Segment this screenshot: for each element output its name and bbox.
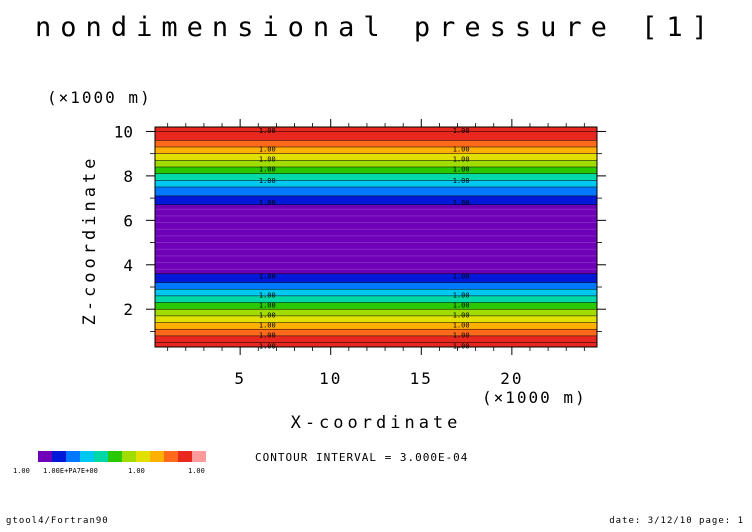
contour-label: 1.00 (259, 177, 276, 185)
color-band (155, 315, 597, 323)
color-band (155, 335, 597, 347)
color-band (155, 302, 597, 310)
legend-swatch (122, 451, 136, 462)
color-band (155, 187, 597, 196)
contour-label: 1.00 (453, 146, 470, 154)
legend-swatch (164, 451, 178, 462)
color-band (155, 204, 597, 274)
color-band (155, 282, 597, 290)
contour-label: 1.00 (453, 311, 470, 319)
color-band (155, 180, 597, 187)
legend-swatch (136, 451, 150, 462)
y-axis-label: Z-coordinate (80, 154, 100, 326)
color-band (155, 273, 597, 283)
legend-swatch (38, 451, 52, 462)
x-tick-label: 10 (319, 369, 342, 388)
contour-label: 1.00 (259, 331, 276, 339)
contour-label: 1.00 (259, 272, 276, 280)
contour-label: 1.00 (259, 291, 276, 299)
color-band (155, 309, 597, 316)
x-tick-label: 20 (500, 369, 523, 388)
contour-label: 1.00 (453, 342, 470, 350)
color-band (155, 322, 597, 330)
contour-label: 1.00 (453, 291, 470, 299)
contour-label: 1.00 (259, 156, 276, 164)
legend-label: 1.00 (128, 467, 145, 475)
legend-label-overlap: 1.00E+PA7E+00 (43, 467, 98, 475)
legend-swatch (80, 451, 94, 462)
contour-label: 1.00 (453, 177, 470, 185)
x-axis-unit: (×1000 m) (482, 388, 587, 407)
y-tick-label: 2 (123, 300, 133, 319)
contour-label: 1.00 (453, 127, 470, 135)
legend-swatch (94, 451, 108, 462)
contour-label: 1.00 (453, 272, 470, 280)
color-band (155, 329, 597, 336)
color-band (155, 289, 597, 296)
x-tick-label: 15 (410, 369, 433, 388)
contour-label: 1.00 (259, 199, 276, 207)
contour-label: 1.00 (453, 301, 470, 309)
legend-swatch (66, 451, 80, 462)
footer-right: date: 3/12/10 page: 1 (609, 516, 744, 526)
contour-label: 1.00 (259, 342, 276, 350)
contour-label: 1.00 (453, 199, 470, 207)
color-band (155, 173, 597, 181)
contour-label: 1.00 (453, 321, 470, 329)
x-tick-label: 5 (234, 369, 246, 388)
y-tick-label: 4 (123, 256, 133, 275)
chart-title: nondimensional pressure [1] (35, 12, 717, 43)
contour-label: 1.00 (259, 127, 276, 135)
legend-swatch (52, 451, 66, 462)
y-tick-label: 6 (123, 211, 133, 230)
y-tick-label: 10 (114, 122, 133, 141)
contour-label: 1.00 (259, 146, 276, 154)
y-tick-label: 8 (123, 167, 133, 186)
legend-label: 1.00 (13, 467, 30, 475)
color-band (155, 195, 597, 205)
plot-frame (154, 126, 598, 348)
contour-label: 1.00 (259, 301, 276, 309)
y-axis-unit: (×1000 m) (47, 88, 152, 107)
color-band (155, 127, 597, 141)
color-band (155, 295, 597, 303)
legend-swatch (108, 451, 122, 462)
color-band (155, 140, 597, 147)
legend-label: 1.00 (188, 467, 205, 475)
color-band (155, 153, 597, 161)
x-axis-label: X-coordinate (290, 413, 462, 433)
contour-label: 1.00 (259, 166, 276, 174)
legend-swatch (150, 451, 164, 462)
color-band (155, 167, 597, 174)
legend-swatch (178, 451, 192, 462)
color-band (155, 147, 597, 154)
contour-interval-note: CONTOUR INTERVAL = 3.000E-04 (255, 451, 469, 464)
legend-swatch (192, 451, 206, 462)
contour-label: 1.00 (453, 156, 470, 164)
footer-left: gtool4/Fortran90 (6, 516, 109, 526)
contour-label: 1.00 (259, 311, 276, 319)
contour-label: 1.00 (259, 321, 276, 329)
contour-label: 1.00 (453, 166, 470, 174)
color-band (155, 160, 597, 167)
contour-label: 1.00 (453, 331, 470, 339)
